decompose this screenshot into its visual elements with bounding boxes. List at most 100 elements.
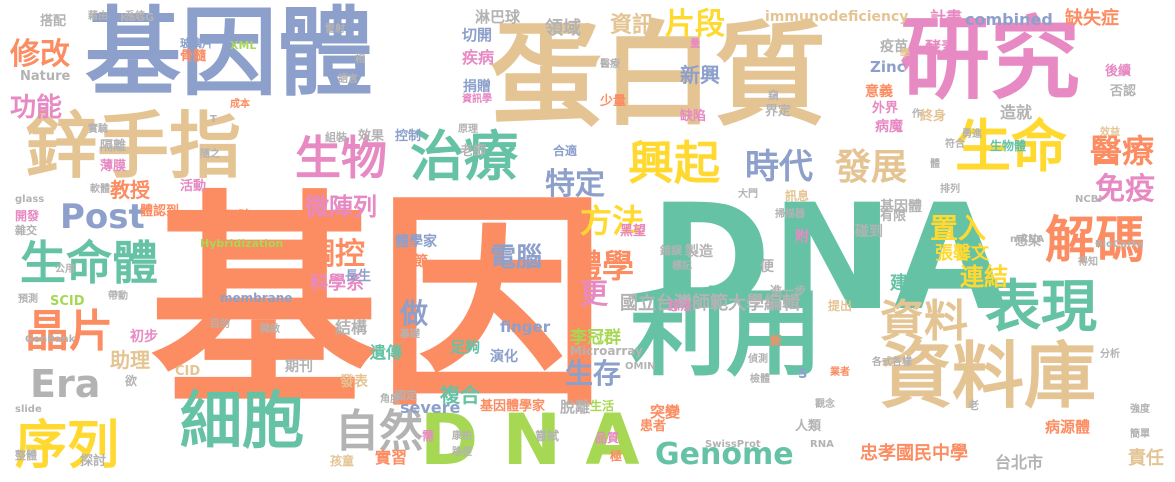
cloud-word: 體認到: [140, 204, 180, 219]
cloud-word: 目的: [210, 319, 230, 330]
cloud-word: 效果: [358, 129, 385, 144]
cloud-word: 搭配: [40, 14, 67, 29]
cloud-word: 孩童: [330, 454, 355, 468]
cloud-word: 台北市: [995, 453, 1044, 472]
cloud-word: 忠孝國民中學: [860, 443, 968, 464]
cloud-word: 排列: [940, 184, 960, 195]
cloud-word: 資訊學: [462, 94, 492, 105]
cloud-word: 角度: [380, 394, 400, 405]
cloud-word: 合適: [553, 144, 578, 158]
cloud-word: 路徑: [452, 447, 472, 458]
cloud-word: slide: [15, 404, 42, 415]
cloud-word: 資訊: [610, 13, 655, 38]
cloud-word: 強度: [1130, 404, 1150, 415]
cloud-word: 相: [355, 54, 365, 65]
cloud-word: 複合: [440, 383, 480, 407]
cloud-word: 醫療: [1090, 132, 1155, 170]
cloud-word: 雷射: [325, 24, 345, 35]
cloud-word: 疫苗: [880, 39, 908, 55]
cloud-word: 發表: [340, 374, 368, 390]
cloud-word: 國立台灣師範大學編輯: [620, 293, 800, 314]
cloud-word: 有限: [880, 209, 907, 224]
cloud-word: 活動: [180, 179, 207, 194]
cloud-word: BioCarta: [1095, 239, 1144, 250]
cloud-word: 置入: [930, 212, 987, 245]
cloud-word: combined: [965, 10, 1053, 29]
cloud-word: 實驗: [88, 124, 108, 135]
cloud-word: 終身: [920, 109, 947, 124]
cloud-word: 鋅手指: [25, 104, 242, 188]
cloud-word: 基因: [150, 171, 606, 437]
cloud-word: 科學系: [310, 273, 364, 294]
cloud-word: Microarray: [570, 344, 643, 358]
cloud-word: 碰到: [855, 224, 883, 240]
cloud-word: 需: [422, 429, 435, 443]
cloud-word: 各式各樣: [872, 357, 912, 368]
cloud-word: 病源體: [1045, 418, 1091, 436]
cloud-word: 昇陽: [428, 261, 448, 272]
cloud-word: 電腦: [490, 243, 543, 273]
cloud-word: 興起: [628, 136, 720, 190]
cloud-word: 簡單: [1130, 429, 1150, 440]
cloud-word: 微陣列: [305, 193, 377, 221]
cloud-word: 探討: [80, 454, 107, 469]
cloud-word: severe: [400, 398, 461, 417]
cloud-word: 片段: [665, 7, 725, 42]
cloud-word: 李冠群: [570, 328, 621, 348]
cloud-word: 生存: [565, 357, 622, 390]
cloud-word: 開發: [15, 209, 40, 223]
cloud-word: 體學: [570, 247, 635, 285]
cloud-word: 細胞: [180, 384, 305, 457]
cloud-word: KEGG: [120, 11, 155, 24]
cloud-word: S: [798, 367, 808, 382]
cloud-word: T: [210, 114, 217, 125]
cloud-word: 突變: [650, 403, 681, 421]
cloud-word: 分析: [1100, 349, 1120, 360]
cloud-word: 調控: [305, 237, 365, 272]
cloud-word: 附: [795, 229, 809, 245]
cloud-word: 方法: [580, 202, 645, 240]
cloud-word: 生物: [295, 131, 387, 185]
cloud-word: 勇進: [962, 129, 982, 140]
cloud-word: 生物體: [990, 139, 1027, 153]
cloud-word: 領域: [545, 18, 581, 39]
cloud-word: glass: [15, 194, 45, 205]
cloud-word: 黑望: [620, 224, 647, 239]
cloud-word: SCID: [50, 294, 85, 309]
cloud-word: 調節: [400, 254, 428, 270]
cloud-word: 量: [690, 39, 700, 50]
cloud-word: 治療: [410, 125, 518, 188]
cloud-word: 病魔: [875, 119, 903, 135]
cloud-word: 薄膜: [100, 159, 127, 174]
cloud-word: 體: [930, 159, 940, 170]
cloud-word: 新興: [680, 63, 720, 87]
cloud-word: 窺: [768, 89, 779, 102]
cloud-word: 製造: [685, 244, 713, 260]
cloud-word: GenBank: [25, 334, 76, 345]
cloud-word: 切開: [462, 26, 493, 44]
cloud-word: 長生: [345, 269, 372, 284]
cloud-word: 序列: [15, 416, 120, 476]
cloud-word: 玻璃片: [180, 37, 213, 50]
cloud-word: 掃描器: [775, 209, 805, 220]
cloud-word: 固定: [395, 389, 417, 402]
cloud-word: 老: [968, 399, 979, 412]
cloud-word: 藉由: [88, 11, 108, 22]
cloud-word: 開啟: [260, 324, 280, 335]
cloud-word: finger: [500, 318, 551, 336]
cloud-word: 連結: [960, 263, 1008, 291]
cloud-word: 計畫: [930, 8, 963, 27]
cloud-word: Era: [30, 362, 101, 406]
cloud-word: 解碼: [1045, 211, 1145, 269]
cloud-word: 骨髓: [180, 49, 207, 64]
cloud-word: 觀念: [815, 399, 835, 410]
cloud-word: 研究: [900, 7, 1080, 112]
cloud-word: 遺傳: [370, 343, 403, 362]
cloud-word: 自然: [335, 406, 423, 457]
cloud-word: 張馨文: [935, 243, 989, 264]
cloud-word: 欲: [125, 374, 138, 388]
cloud-word: 基因體: [85, 0, 373, 109]
cloud-word: 嘗試: [535, 429, 560, 443]
cloud-word: 缺陷: [680, 109, 707, 124]
cloud-word: 捐贈: [463, 79, 491, 95]
